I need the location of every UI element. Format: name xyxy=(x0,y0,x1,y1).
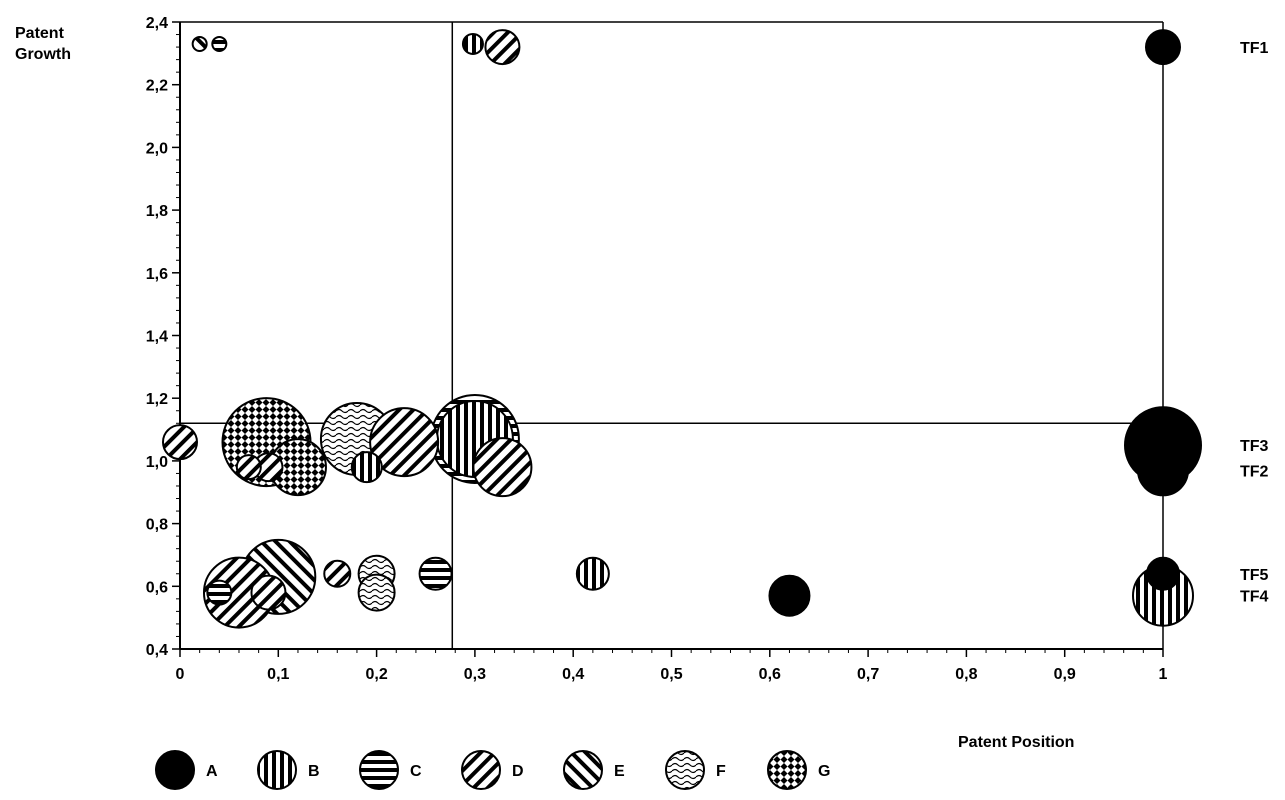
point-label-tf2: TF2 xyxy=(1240,463,1269,480)
y-axis-title-line1: Patent xyxy=(15,25,65,42)
bubble-a xyxy=(1138,445,1188,495)
bubbles xyxy=(163,30,1201,627)
bubble-b xyxy=(463,34,483,54)
axis-titles: Patent Growth Patent Position xyxy=(15,25,1074,751)
bubble-a xyxy=(1146,30,1180,64)
legend-swatch-f xyxy=(666,751,704,789)
legend-swatch-g xyxy=(768,751,806,789)
bubble-b xyxy=(352,452,382,482)
legend-swatch-e xyxy=(564,751,602,789)
bubble-b xyxy=(577,558,609,590)
y-tick-label: 0,4 xyxy=(146,642,168,659)
point-label-tf5: TF5 xyxy=(1240,567,1269,584)
y-tick-label: 1,8 xyxy=(146,203,168,220)
x-tick-label: 0,4 xyxy=(562,666,584,683)
bubble-c xyxy=(207,581,231,605)
bubble-d xyxy=(473,438,531,496)
point-labels: TF1 TF2 TF3 TF4 TF5 xyxy=(1240,40,1269,606)
bubble-c xyxy=(420,558,452,590)
x-tick-label: 0 xyxy=(176,666,185,683)
bubble-d xyxy=(163,425,197,459)
x-tick-label: 0,9 xyxy=(1054,666,1076,683)
y-tick-label: 0,6 xyxy=(146,579,168,596)
y-tick-label: 2,0 xyxy=(146,140,168,157)
point-label-tf4: TF4 xyxy=(1240,589,1269,606)
bubble-d xyxy=(237,455,261,479)
x-axis-title: Patent Position xyxy=(958,734,1074,751)
bubble-c xyxy=(212,37,226,51)
bubble-a xyxy=(769,576,809,616)
y-tick-label: 2,4 xyxy=(146,15,168,32)
bubble-e xyxy=(193,37,207,51)
y-tick-label: 1,2 xyxy=(146,391,168,408)
y-tick-label: 0,8 xyxy=(146,517,168,534)
y-tick-label: 2,2 xyxy=(146,78,168,95)
x-tick-label: 0,7 xyxy=(857,666,879,683)
legend-swatch-d xyxy=(462,751,500,789)
legend-label-e: E xyxy=(614,763,625,780)
legend-label-d: D xyxy=(512,763,524,780)
x-tick-label: 1 xyxy=(1159,666,1168,683)
y-tick-label: 1,4 xyxy=(146,329,168,346)
bubble-f xyxy=(359,575,395,611)
legend-label-a: A xyxy=(206,763,218,780)
x-tick-label: 0,8 xyxy=(955,666,977,683)
y-axis-title-line2: Growth xyxy=(15,46,71,63)
bubble-a xyxy=(1147,558,1179,590)
legend-label-b: B xyxy=(308,763,320,780)
x-tick-label: 0,6 xyxy=(759,666,781,683)
legend-label-c: C xyxy=(410,763,422,780)
legend-swatch-c xyxy=(360,751,398,789)
y-tick-label: 1,6 xyxy=(146,266,168,283)
y-tick-label: 1,0 xyxy=(146,454,168,471)
point-label-tf3: TF3 xyxy=(1240,438,1269,455)
bubble-d xyxy=(324,561,350,587)
bubble-d xyxy=(485,30,519,64)
legend-swatch-b xyxy=(258,751,296,789)
legend: A B C D E F G xyxy=(156,751,830,789)
x-tick-label: 0,1 xyxy=(267,666,289,683)
legend-label-f: F xyxy=(716,763,726,780)
point-label-tf1: TF1 xyxy=(1240,40,1269,57)
bubble-d xyxy=(251,576,285,610)
x-tick-label: 0,5 xyxy=(660,666,682,683)
x-tick-label: 0,3 xyxy=(464,666,486,683)
x-tick-label: 0,2 xyxy=(365,666,387,683)
legend-label-g: G xyxy=(818,763,830,780)
legend-swatch-a xyxy=(156,751,194,789)
